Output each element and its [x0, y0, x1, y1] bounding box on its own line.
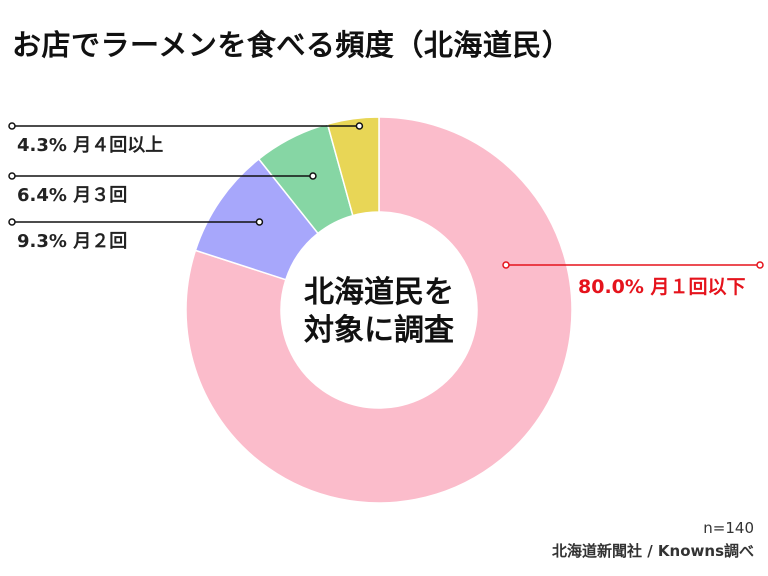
slice-4-category-label: 月４回以上 — [72, 135, 163, 156]
slice-1-arc — [185, 116, 573, 504]
slice-4-arc — [326, 116, 380, 217]
slice-1-label: 80.0% 月１回以下 — [578, 276, 746, 298]
source-credit: 北海道新聞社 / Knowns調べ — [552, 542, 754, 560]
slice-callouts: 80.0% 月１回以下 9.3% 月２回 6.4% 月３回 4.3% 月４回以上 — [8, 122, 764, 298]
slice-4-leader-end-dot — [8, 122, 16, 130]
slice-4-label: 4.3% 月４回以上 — [17, 135, 163, 156]
slice-1-leader-dot — [502, 261, 510, 269]
slice-4-value-label: 4.3% — [17, 135, 73, 156]
slice-2-leader-end-dot — [8, 218, 16, 226]
slice-2-category-label: 月２回 — [72, 231, 127, 252]
slice-3-leader-dot — [309, 172, 317, 180]
center-label-line-1: 北海道民を — [304, 275, 454, 310]
slice-3-category-label: 月３回 — [72, 185, 127, 206]
slice-1-category-label: 月１回以下 — [650, 276, 746, 298]
center-label-line-2: 対象に調査 — [304, 313, 454, 348]
slice-3-value-label: 6.4% — [17, 185, 73, 206]
slice-2-label: 9.3% 月２回 — [17, 231, 127, 252]
donut-slices — [185, 116, 573, 504]
sample-size: n=140 — [703, 519, 754, 537]
slice-1-value-label: 80.0% — [578, 276, 651, 298]
slice-2-leader-dot — [255, 218, 264, 226]
slice-3-leader-end-dot — [8, 172, 16, 180]
slice-2-value-label: 9.3% — [17, 231, 73, 252]
chart-title: お店でラーメンを食べる頻度（北海道民） — [12, 28, 572, 62]
slice-3-label: 6.4% 月３回 — [17, 185, 127, 206]
slice-1-leader-end-dot — [756, 261, 764, 269]
slice-4-leader-dot — [355, 122, 364, 130]
